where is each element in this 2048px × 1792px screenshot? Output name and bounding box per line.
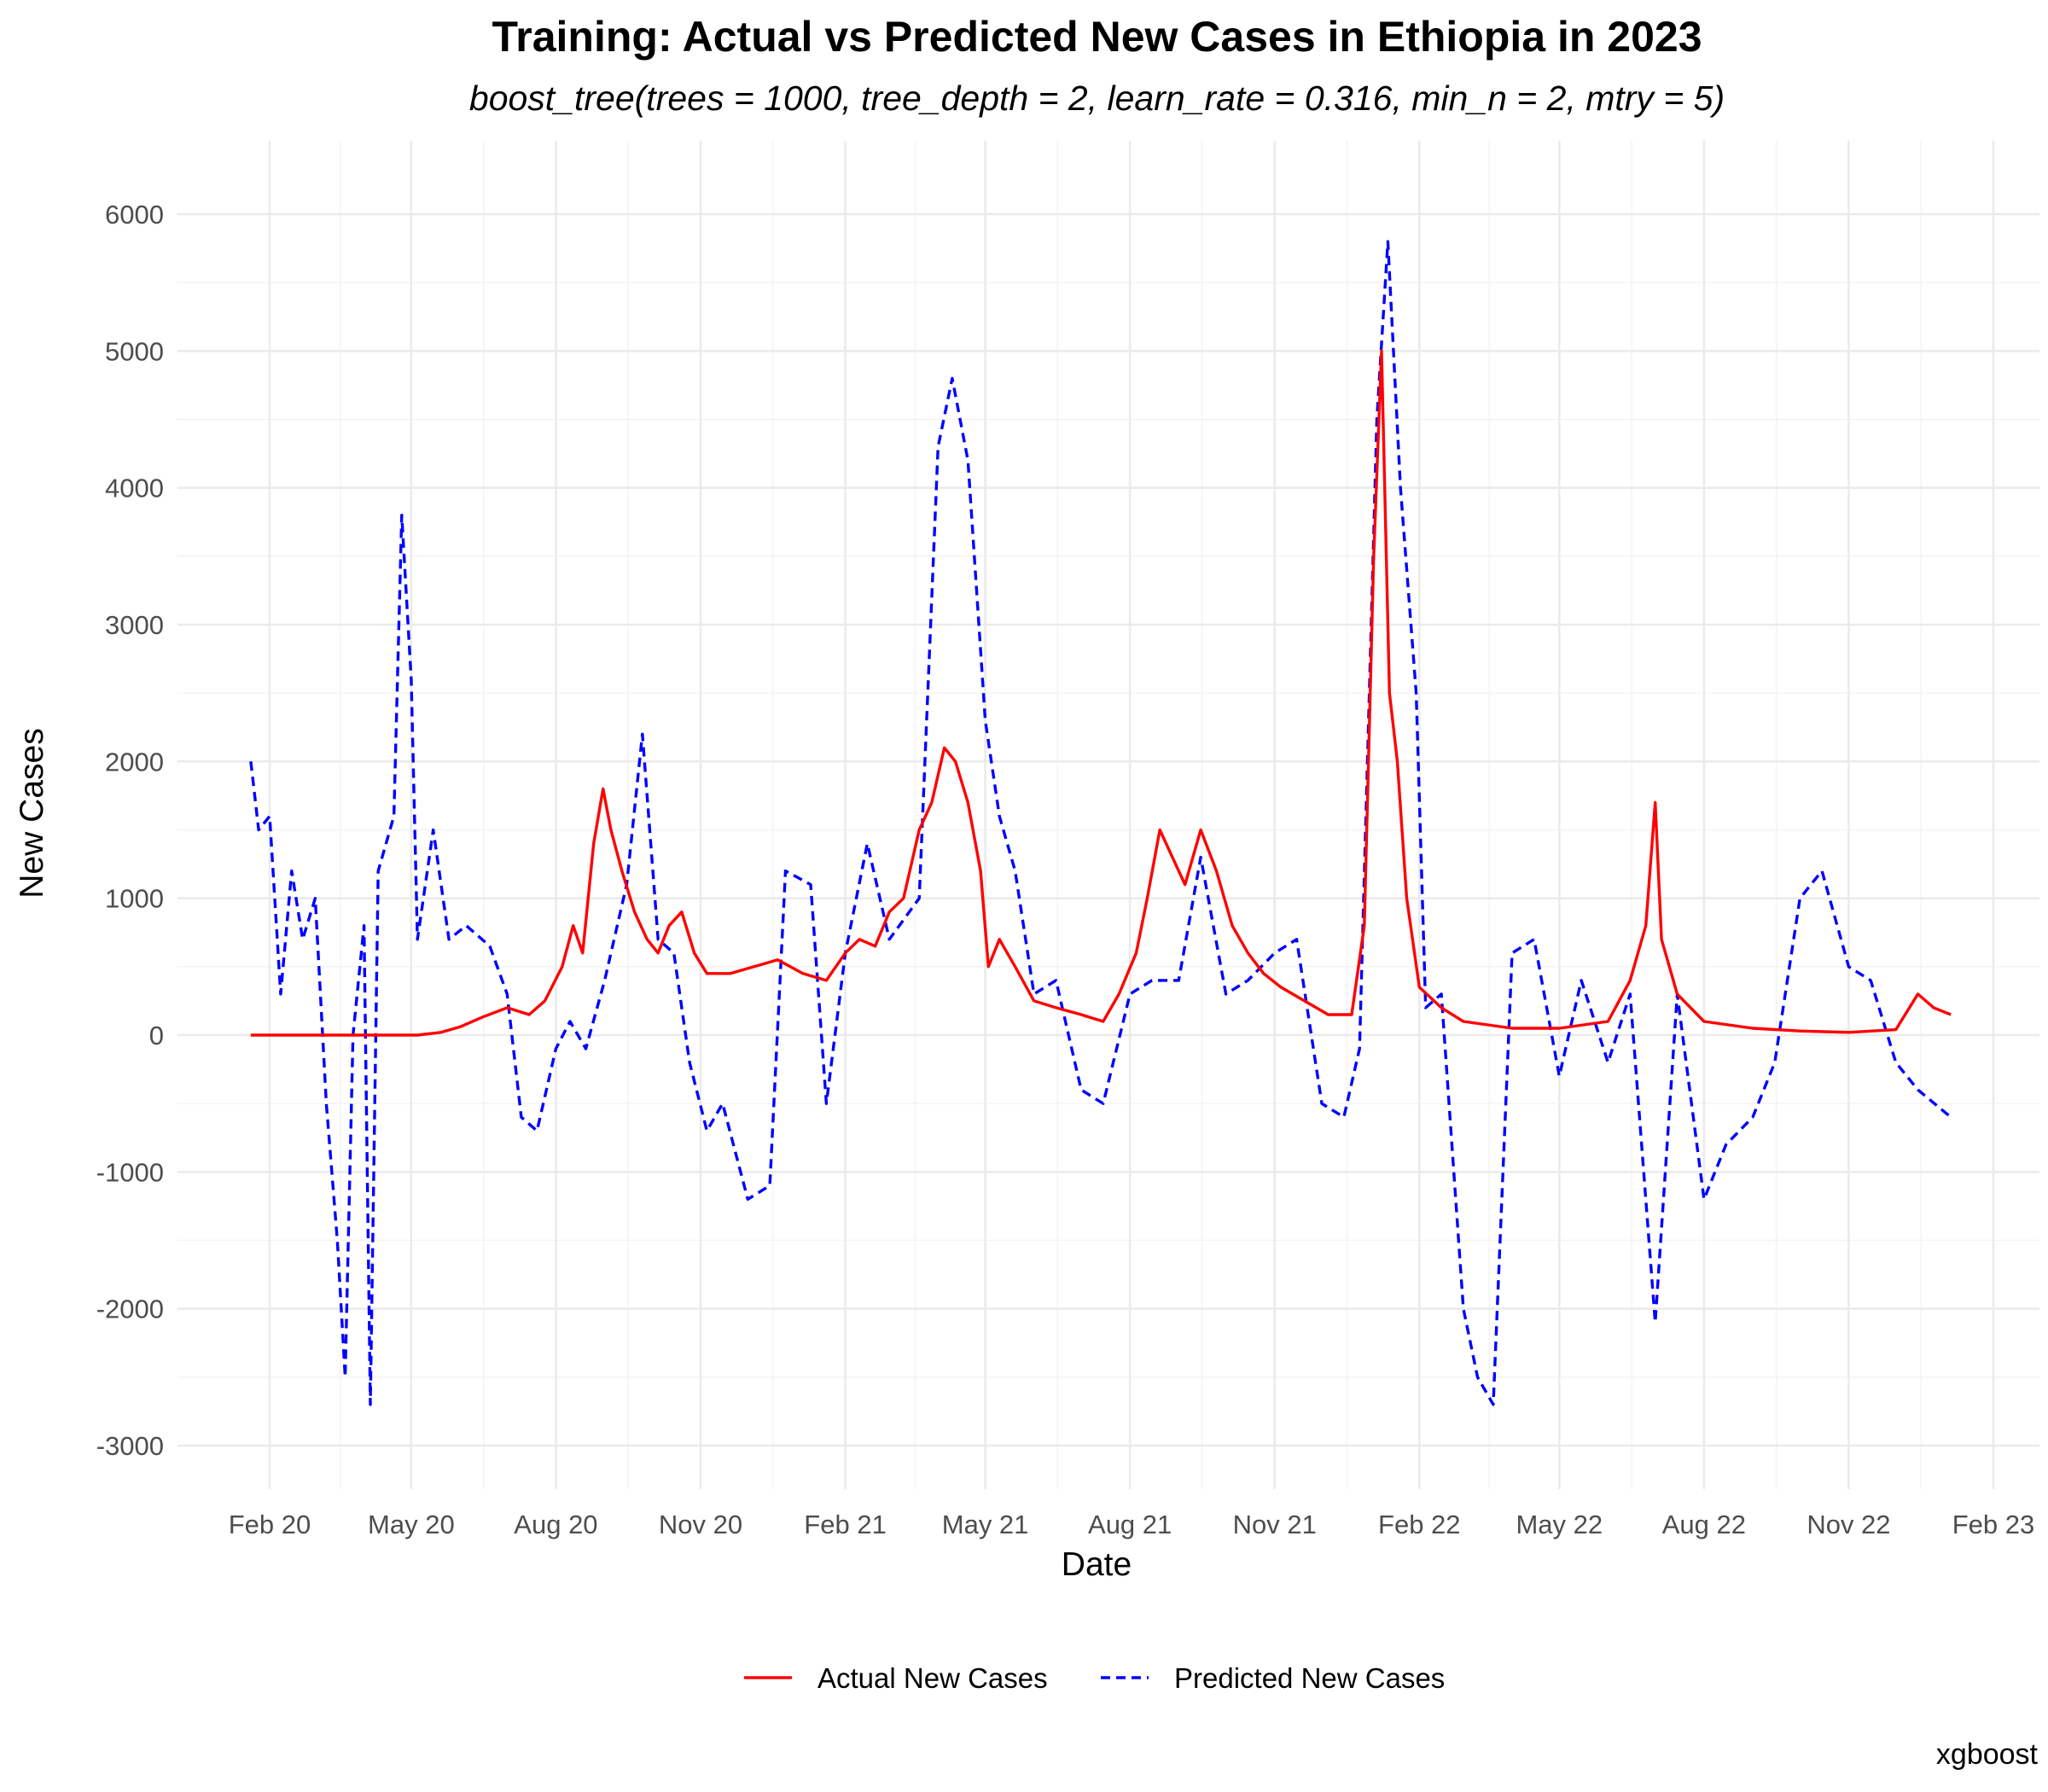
y-tick-label: 6000 [105,200,164,230]
legend-label-predicted: Predicted New Cases [1174,1662,1445,1694]
series-layer [249,240,1952,1406]
x-tick-label: Aug 22 [1662,1510,1746,1539]
x-tick-label: May 20 [368,1510,455,1539]
y-tick-label: 3000 [105,610,164,640]
x-tick-label: Aug 21 [1088,1510,1172,1539]
y-axis-title: New Cases [14,728,50,898]
x-tick-label: Nov 22 [1807,1510,1890,1539]
x-tick-label: Feb 22 [1378,1510,1461,1539]
y-tick-label: 4000 [105,474,164,503]
x-tick-label: May 21 [942,1510,1029,1539]
x-tick-label: Nov 21 [1233,1510,1317,1539]
x-axis-ticks: Feb 20 May 20 Aug 20 Nov 20 Feb 21 May 21 Aug … [229,1510,2035,1539]
y-tick-label: 2000 [105,747,164,777]
y-tick-label: 1000 [105,884,164,914]
x-tick-label: Feb 21 [804,1510,887,1539]
x-tick-label: Aug 20 [514,1510,597,1539]
x-tick-label: Feb 20 [229,1510,311,1539]
y-tick-label: 5000 [105,336,164,366]
chart-caption: xgboost [1935,1738,2038,1771]
x-axis-title: Date [1062,1546,1132,1583]
minor-gridlines [177,141,2039,1489]
chart-title: Training: Actual vs Predicted New Cases … [492,13,1702,61]
x-tick-label: Feb 23 [1952,1510,2035,1539]
legend: Actual New Cases Predicted New Cases [744,1662,1445,1694]
y-tick-label: -1000 [96,1157,164,1187]
x-tick-label: Nov 20 [659,1510,742,1539]
y-tick-label: -2000 [96,1295,164,1324]
y-tick-label: 0 [149,1021,164,1050]
major-gridlines [177,141,2039,1489]
series-line-actual [250,349,1952,1037]
legend-label-actual: Actual New Cases [817,1662,1048,1694]
series-line-predicted [249,240,1952,1406]
y-axis-ticks: -3000 -2000 -1000 0 1000 2000 3000 4000 5000 6000 [96,200,164,1461]
chart-subtitle: boost_tree(trees = 1000, tree_depth = 2,… [468,79,1725,118]
x-tick-label: May 22 [1516,1510,1603,1539]
y-tick-label: -3000 [96,1431,164,1461]
